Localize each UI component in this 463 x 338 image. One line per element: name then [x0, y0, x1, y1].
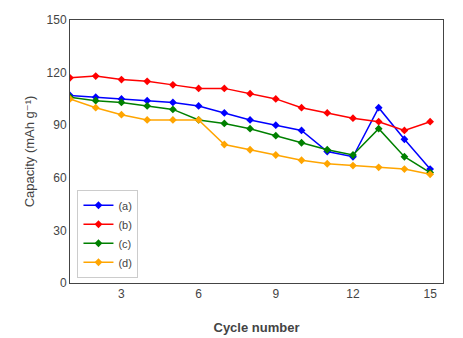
svg-text:(d): (d): [118, 257, 131, 269]
svg-text:Cycle number: Cycle number: [214, 320, 300, 335]
svg-text:(a): (a): [118, 200, 131, 212]
svg-text:Capacity (mAh g⁻¹): Capacity (mAh g⁻¹): [22, 96, 37, 208]
svg-text:(b): (b): [118, 219, 131, 231]
svg-text:6: 6: [195, 287, 202, 301]
svg-text:90: 90: [53, 118, 67, 132]
svg-text:120: 120: [47, 66, 67, 80]
svg-text:9: 9: [272, 287, 279, 301]
svg-text:0: 0: [60, 276, 67, 290]
svg-text:150: 150: [47, 13, 67, 27]
svg-text:12: 12: [346, 287, 360, 301]
svg-text:3: 3: [118, 287, 125, 301]
svg-text:30: 30: [53, 224, 67, 238]
svg-text:(c): (c): [118, 238, 131, 250]
svg-text:60: 60: [53, 171, 67, 185]
svg-text:15: 15: [423, 287, 437, 301]
